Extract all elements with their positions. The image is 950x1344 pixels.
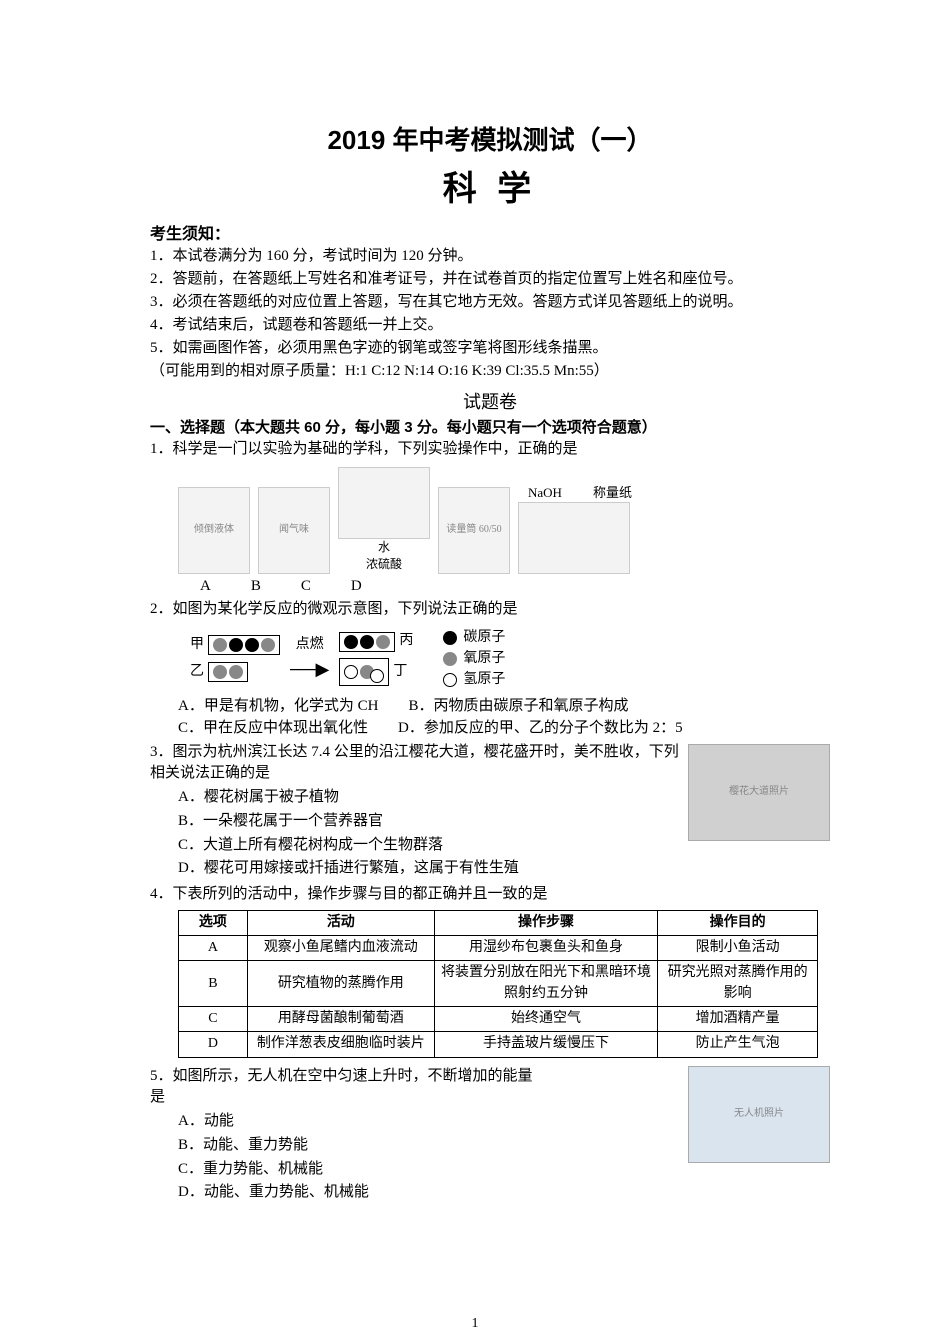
q4-col1: 活动: [247, 910, 434, 935]
legend-o-label: 氧原子: [463, 648, 505, 669]
section-title: 试题卷: [150, 388, 830, 414]
legend-h-icon: [443, 673, 457, 687]
q2-bing-label: 丙: [399, 631, 413, 651]
q1-paper-label: 称量纸: [593, 484, 632, 503]
question-1: 1．科学是一门以实验为基础的学科，下列实验操作中，正确的是 倾倒液体 闻气味 水…: [150, 439, 830, 597]
arrow-icon: ──▶: [290, 656, 329, 682]
q2-arrow: 点燃 ──▶: [290, 635, 329, 681]
question-4: 4．下表所列的活动中，操作步骤与目的都正确并且一致的是 选项 活动 操作步骤 操…: [150, 884, 830, 1058]
legend-o-icon: [443, 652, 457, 666]
q4-stem: 4．下表所列的活动中，操作步骤与目的都正确并且一致的是: [150, 884, 830, 906]
q1-img-e: [518, 502, 630, 574]
q2-diagram: 甲 乙 点燃 ──▶: [150, 627, 830, 690]
table-row: A 观察小鱼尾鳍内血液流动 用湿纱布包裹鱼头和鱼身 限制小鱼活动: [179, 936, 818, 961]
q2-reactants: 甲 乙: [190, 635, 280, 682]
q1-label-c: C: [301, 576, 311, 598]
q2-jia-mol: [208, 635, 280, 655]
instruction-line: （可能用到的相对原子质量：H:1 C:12 N:14 O:16 K:39 Cl:…: [150, 361, 830, 382]
q3-photo: 樱花大道照片: [688, 744, 830, 841]
title-main: 2019 年中考模拟测试（一）: [150, 120, 830, 157]
q2-bing-mol: [339, 632, 395, 652]
q2-ding-label: 丁: [393, 662, 407, 682]
q1-img-d: 读量筒 60/50: [438, 487, 510, 574]
instruction-line: 1．本试卷满分为 160 分，考试时间为 120 分钟。: [150, 246, 830, 267]
instruction-line: 4．考试结束后，试题卷和答题纸一并上交。: [150, 315, 830, 336]
q1-img-a: 倾倒液体: [178, 487, 250, 574]
q2-ding-mol: [339, 658, 389, 686]
q1-img-e-wrap: NaOH 称量纸: [518, 488, 630, 574]
q2-legend: 碳原子 氧原子 氢原子: [443, 627, 505, 690]
q2-opt-a: A．甲是有机物，化学式为 CH: [178, 696, 378, 718]
q5-photo: 无人机照片: [688, 1066, 830, 1163]
q2-products: 丙 丁: [339, 631, 413, 685]
q1-label-b: B: [251, 576, 261, 598]
q1-naoh-label: NaOH: [528, 484, 562, 503]
page-number: 1: [472, 1316, 479, 1332]
instructions-block: 1．本试卷满分为 160 分，考试时间为 120 分钟。 2．答题前，在答题纸上…: [150, 246, 830, 382]
q2-opt-c: C．甲在反应中体现出氧化性: [178, 718, 368, 740]
q3-opt-d: D．樱花可用嫁接或扦插进行繁殖，这属于有性生殖: [150, 858, 830, 880]
q5-opt-d: D．动能、重力势能、机械能: [150, 1182, 830, 1204]
q2-stem: 2．如图为某化学反应的微观示意图，下列说法正确的是: [150, 599, 830, 621]
q1-option-labels: A B C D: [150, 576, 830, 598]
q1-img-c-label1: 水: [338, 539, 430, 556]
q2-opt-b: B．丙物质由碳原子和氧原子构成: [408, 696, 628, 718]
legend-c-label: 碳原子: [463, 627, 505, 648]
table-row: B 研究植物的蒸腾作用 将装置分别放在阳光下和黑暗环境照射约五分钟 研究光照对蒸…: [179, 961, 818, 1007]
table-row: 选项 活动 操作步骤 操作目的: [179, 910, 818, 935]
instruction-line: 3．必须在答题纸的对应位置上答题，写在其它地方无效。答题方式详见答题纸上的说明。: [150, 292, 830, 313]
q1-stem: 1．科学是一门以实验为基础的学科，下列实验操作中，正确的是: [150, 439, 830, 461]
exam-page: 2019 年中考模拟测试（一） 科 学 考生须知： 1．本试卷满分为 160 分…: [0, 0, 950, 1344]
legend-c-icon: [443, 631, 457, 645]
q1-img-c-wrap: 水 浓硫酸: [338, 467, 430, 574]
q1-label-d: D: [351, 576, 362, 598]
q2-arrow-label: 点燃: [290, 635, 329, 655]
question-5: 无人机照片 5．如图所示，无人机在空中匀速上升时，不断增加的能量 是 A．动能 …: [150, 1066, 830, 1207]
q1-img-b: 闻气味: [258, 487, 330, 574]
instruction-line: 2．答题前，在答题纸上写姓名和准考证号，并在试卷首页的指定位置写上姓名和座位号。: [150, 269, 830, 290]
q4-col2: 操作步骤: [434, 910, 657, 935]
q4-col3: 操作目的: [658, 910, 818, 935]
table-row: C 用酵母菌酿制葡萄酒 始终通空气 增加酒精产量: [179, 1006, 818, 1031]
instruction-line: 5．如需画图作答，必须用黑色字迹的钢笔或签字笔将图形线条描黑。: [150, 338, 830, 359]
part1-heading: 一、选择题（本大题共 60 分，每小题 3 分。每小题只有一个选项符合题意）: [150, 416, 830, 437]
q2-yi-label: 乙: [190, 662, 204, 682]
q2-yi-mol: [208, 662, 248, 682]
question-2: 2．如图为某化学反应的微观示意图，下列说法正确的是 甲 乙 点燃: [150, 599, 830, 739]
table-row: D 制作洋葱表皮细胞临时装片 手持盖玻片缓慢压下 防止产生气泡: [179, 1032, 818, 1057]
q2-jia-label: 甲: [190, 635, 204, 655]
q2-opt-d: D．参加反应的甲、乙的分子个数比为 2：5: [398, 718, 683, 740]
q1-img-c-label2: 浓硫酸: [338, 556, 430, 573]
question-3: 樱花大道照片 3．图示为杭州滨江长达 7.4 公里的沿江樱花大道，樱花盛开时，美…: [150, 742, 830, 883]
q1-img-c: [338, 467, 430, 539]
instructions-heading: 考生须知：: [150, 220, 830, 244]
q4-col0: 选项: [179, 910, 248, 935]
q1-label-a: A: [200, 576, 211, 598]
legend-h-label: 氢原子: [463, 669, 505, 690]
q1-images: 倾倒液体 闻气味 水 浓硫酸 读量筒 60/50 NaOH 称量纸: [150, 467, 830, 574]
q4-table: 选项 活动 操作步骤 操作目的 A 观察小鱼尾鳍内血液流动 用湿纱布包裹鱼头和鱼…: [178, 910, 818, 1058]
title-subject: 科 学: [150, 161, 830, 210]
